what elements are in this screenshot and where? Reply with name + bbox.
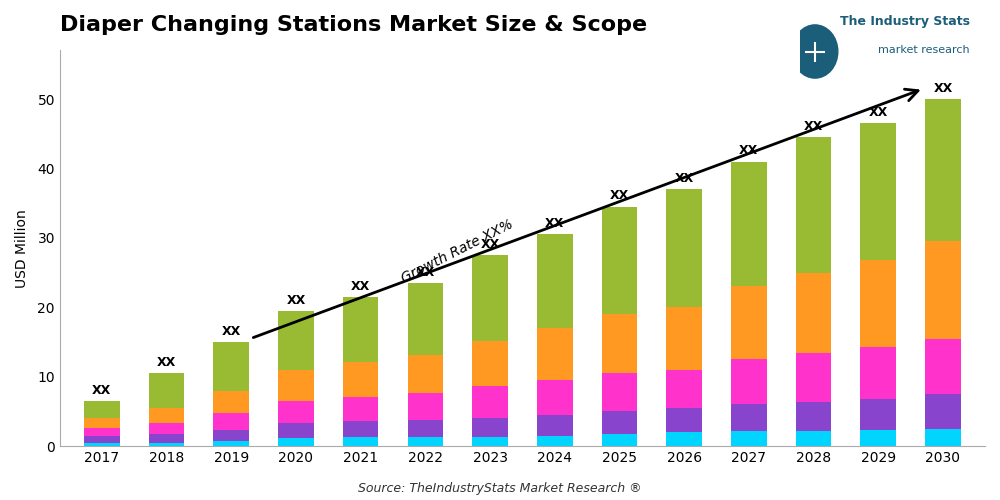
- Bar: [408, 437, 443, 446]
- Bar: [472, 437, 508, 446]
- Bar: [149, 434, 184, 442]
- Bar: [925, 394, 961, 429]
- Bar: [925, 99, 961, 242]
- Bar: [731, 360, 767, 405]
- Bar: [602, 373, 637, 412]
- Bar: [343, 421, 378, 437]
- Bar: [149, 373, 184, 408]
- Bar: [796, 137, 831, 274]
- Bar: [278, 370, 314, 401]
- Bar: [278, 438, 314, 446]
- Text: XX: XX: [286, 294, 306, 306]
- Text: Diaper Changing Stations Market Size & Scope: Diaper Changing Stations Market Size & S…: [60, 15, 647, 35]
- Bar: [537, 328, 573, 380]
- Bar: [731, 286, 767, 360]
- Bar: [84, 442, 120, 446]
- Bar: [925, 429, 961, 446]
- Bar: [278, 311, 314, 370]
- Text: XX: XX: [804, 120, 823, 133]
- Bar: [472, 255, 508, 342]
- Bar: [537, 380, 573, 415]
- Bar: [84, 418, 120, 428]
- Bar: [796, 402, 831, 431]
- Bar: [343, 397, 378, 421]
- Circle shape: [792, 25, 838, 78]
- Bar: [213, 430, 249, 440]
- Bar: [213, 413, 249, 430]
- Bar: [537, 234, 573, 328]
- Bar: [925, 242, 961, 338]
- Bar: [860, 124, 896, 260]
- Text: XX: XX: [480, 238, 500, 251]
- Bar: [666, 370, 702, 408]
- Bar: [666, 308, 702, 370]
- Bar: [149, 408, 184, 423]
- Text: XX: XX: [933, 82, 953, 95]
- Bar: [149, 423, 184, 434]
- Bar: [408, 355, 443, 394]
- Text: XX: XX: [222, 325, 241, 338]
- Bar: [213, 342, 249, 390]
- Bar: [860, 260, 896, 347]
- Bar: [602, 434, 637, 446]
- Bar: [149, 442, 184, 446]
- Bar: [343, 437, 378, 446]
- Y-axis label: USD Million: USD Million: [15, 209, 29, 288]
- Bar: [602, 206, 637, 314]
- Text: market research: market research: [878, 45, 970, 55]
- Bar: [537, 415, 573, 436]
- Bar: [537, 436, 573, 446]
- Text: XX: XX: [869, 106, 888, 119]
- Bar: [666, 432, 702, 446]
- Text: Growth Rate XX%: Growth Rate XX%: [399, 218, 516, 286]
- Bar: [84, 436, 120, 442]
- Bar: [860, 399, 896, 430]
- Bar: [796, 274, 831, 353]
- Bar: [84, 401, 120, 418]
- Bar: [731, 162, 767, 286]
- Bar: [408, 283, 443, 355]
- Bar: [408, 394, 443, 420]
- Bar: [343, 362, 378, 397]
- Bar: [860, 347, 896, 399]
- Bar: [278, 423, 314, 438]
- Bar: [472, 418, 508, 437]
- Text: XX: XX: [610, 190, 629, 202]
- Text: XX: XX: [157, 356, 176, 369]
- Text: XX: XX: [351, 280, 370, 292]
- Text: XX: XX: [675, 172, 694, 185]
- Bar: [666, 190, 702, 308]
- Bar: [278, 401, 314, 423]
- Text: XX: XX: [416, 266, 435, 279]
- Text: The Industry Stats: The Industry Stats: [840, 15, 970, 28]
- Bar: [925, 338, 961, 394]
- Bar: [666, 408, 702, 432]
- Text: XX: XX: [739, 144, 758, 158]
- Bar: [472, 342, 508, 386]
- Bar: [860, 430, 896, 446]
- Bar: [796, 353, 831, 402]
- Bar: [731, 431, 767, 446]
- Bar: [408, 420, 443, 437]
- Bar: [602, 314, 637, 373]
- Bar: [796, 431, 831, 446]
- Bar: [472, 386, 508, 418]
- Bar: [343, 297, 378, 362]
- Text: XX: XX: [92, 384, 111, 397]
- Text: Source: TheIndustryStats Market Research ®: Source: TheIndustryStats Market Research…: [358, 482, 642, 495]
- Bar: [84, 428, 120, 436]
- Bar: [731, 404, 767, 431]
- Text: XX: XX: [545, 217, 564, 230]
- Bar: [213, 390, 249, 413]
- Bar: [602, 412, 637, 434]
- Bar: [213, 440, 249, 446]
